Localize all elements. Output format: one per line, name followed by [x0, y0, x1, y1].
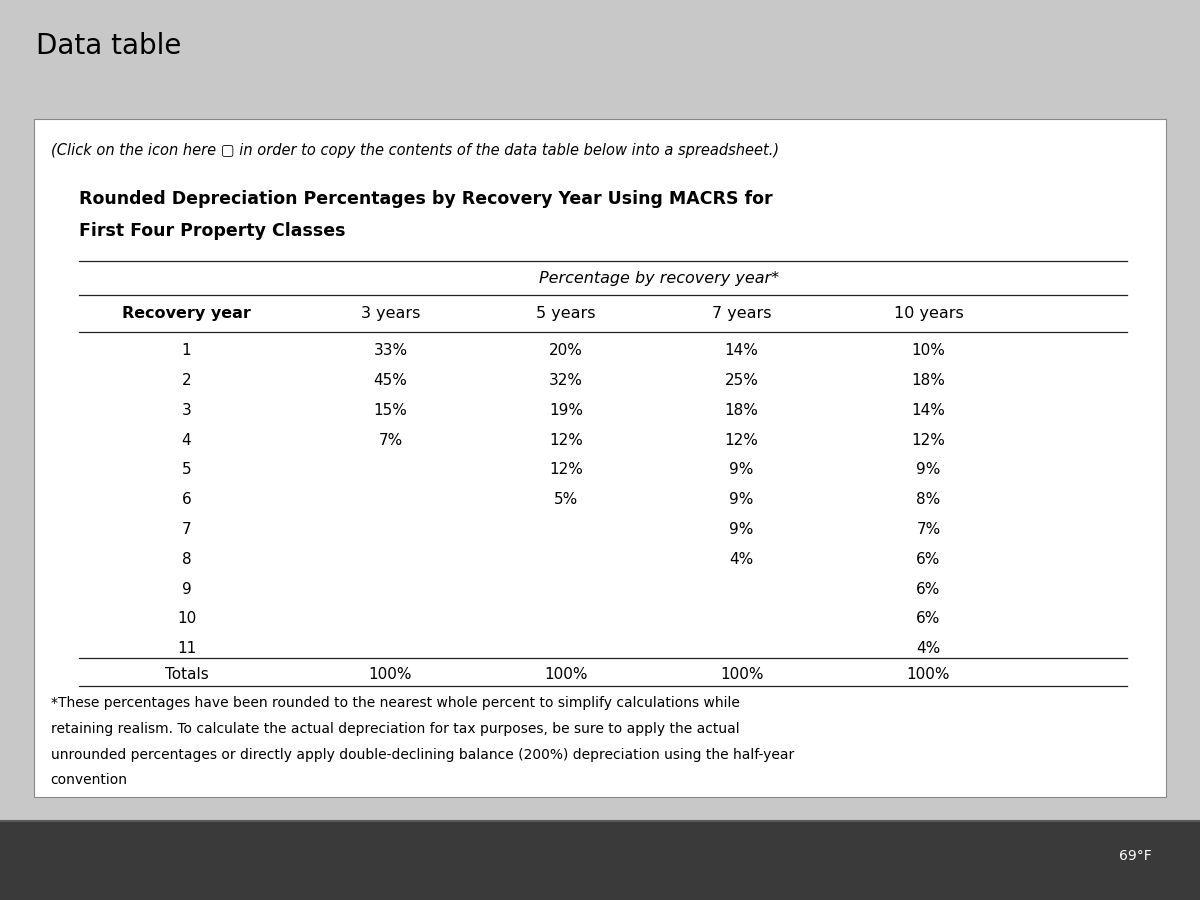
Text: (Click on the icon here ▢ in order to copy the contents of the data table below : (Click on the icon here ▢ in order to co… — [50, 142, 779, 157]
Text: 5%: 5% — [554, 492, 578, 508]
Text: 7: 7 — [181, 522, 191, 537]
Text: 3: 3 — [181, 402, 192, 418]
Text: 33%: 33% — [373, 343, 408, 358]
Text: 12%: 12% — [725, 433, 758, 447]
Text: *These percentages have been rounded to the nearest whole percent to simplify ca: *These percentages have been rounded to … — [50, 697, 739, 710]
Text: 11: 11 — [176, 642, 196, 656]
Text: 7 years: 7 years — [712, 307, 772, 321]
Text: 25%: 25% — [725, 373, 758, 388]
Text: 20%: 20% — [550, 343, 583, 358]
Bar — [34, 119, 1166, 796]
Text: Totals: Totals — [164, 667, 209, 681]
Text: 14%: 14% — [725, 343, 758, 358]
Text: 10%: 10% — [912, 343, 946, 358]
Text: 9%: 9% — [917, 463, 941, 477]
Text: Recovery year: Recovery year — [122, 307, 251, 321]
Text: 100%: 100% — [368, 667, 412, 681]
Text: 7%: 7% — [917, 522, 941, 537]
Text: 5: 5 — [181, 463, 191, 477]
Text: 32%: 32% — [550, 373, 583, 388]
Text: 9%: 9% — [730, 463, 754, 477]
Text: 2: 2 — [181, 373, 191, 388]
Text: 12%: 12% — [550, 433, 583, 447]
Text: 14%: 14% — [912, 402, 946, 418]
Text: 4%: 4% — [730, 552, 754, 567]
Text: 9%: 9% — [730, 492, 754, 508]
Text: 8%: 8% — [917, 492, 941, 508]
Text: 9: 9 — [181, 581, 192, 597]
Text: 12%: 12% — [550, 463, 583, 477]
Text: 10: 10 — [176, 611, 196, 626]
Bar — [0, 821, 1200, 900]
Text: Rounded Depreciation Percentages by Recovery Year Using MACRS for: Rounded Depreciation Percentages by Reco… — [79, 190, 773, 208]
Text: 1: 1 — [181, 343, 191, 358]
Text: 4%: 4% — [917, 642, 941, 656]
Text: Data table: Data table — [36, 32, 181, 59]
Text: 6: 6 — [181, 492, 192, 508]
Text: convention: convention — [50, 773, 127, 788]
Text: 5 years: 5 years — [536, 307, 595, 321]
Text: Percentage by recovery year*: Percentage by recovery year* — [540, 271, 780, 285]
Text: 18%: 18% — [725, 402, 758, 418]
Text: First Four Property Classes: First Four Property Classes — [79, 221, 346, 239]
Text: 15%: 15% — [373, 402, 407, 418]
Text: unrounded percentages or directly apply double-declining balance (200%) deprecia: unrounded percentages or directly apply … — [50, 748, 794, 761]
Text: 3 years: 3 years — [361, 307, 420, 321]
Text: 4: 4 — [181, 433, 191, 447]
Text: 7%: 7% — [378, 433, 402, 447]
Text: 18%: 18% — [912, 373, 946, 388]
Text: 100%: 100% — [545, 667, 588, 681]
Text: 19%: 19% — [550, 402, 583, 418]
Text: retaining realism. To calculate the actual depreciation for tax purposes, be sur: retaining realism. To calculate the actu… — [50, 722, 739, 736]
Text: 6%: 6% — [917, 581, 941, 597]
Text: 9%: 9% — [730, 522, 754, 537]
Text: 6%: 6% — [917, 611, 941, 626]
Text: 69°F: 69°F — [1120, 850, 1152, 863]
Text: 10 years: 10 years — [894, 307, 964, 321]
Text: 45%: 45% — [373, 373, 407, 388]
Text: 100%: 100% — [720, 667, 763, 681]
Text: 12%: 12% — [912, 433, 946, 447]
Text: 8: 8 — [181, 552, 191, 567]
Text: 6%: 6% — [917, 552, 941, 567]
Text: 100%: 100% — [907, 667, 950, 681]
